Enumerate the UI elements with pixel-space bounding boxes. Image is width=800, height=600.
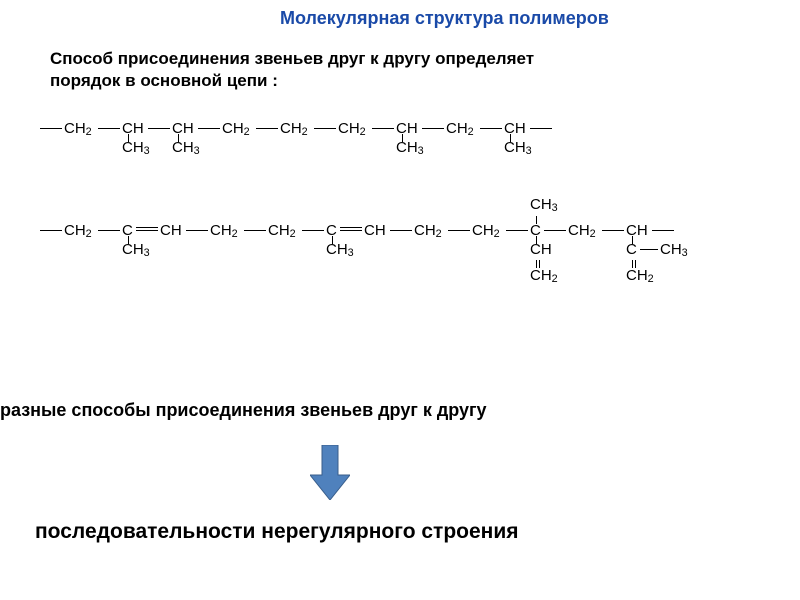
subtitle-line1: Способ присоединения звеньев друг к друг… bbox=[50, 49, 534, 68]
subtitle-line2: порядок в основной цепи : bbox=[50, 71, 278, 90]
subtitle: Способ присоединения звеньев друг к друг… bbox=[50, 48, 534, 92]
down-arrow-icon bbox=[310, 445, 350, 500]
conclusion: последовательности нерегулярного строени… bbox=[35, 520, 519, 544]
page-title: Молекулярная структура полимеров bbox=[280, 8, 609, 29]
caption: разные способы присоединения звеньев дру… bbox=[0, 400, 487, 421]
